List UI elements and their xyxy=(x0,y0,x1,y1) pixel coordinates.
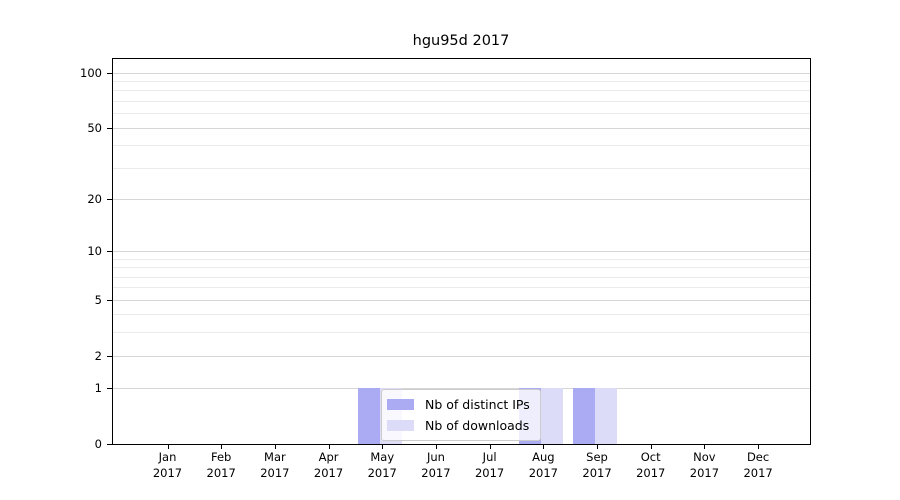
x-axis-tick xyxy=(435,444,437,449)
x-tick-label: Oct 2017 xyxy=(619,449,683,481)
y-tick-label: 20 xyxy=(87,191,102,206)
x-tick-month: Jul xyxy=(482,450,497,464)
x-axis-tick xyxy=(274,444,276,449)
x-tick-month: Nov xyxy=(693,450,716,464)
chart-title: hgu95d 2017 xyxy=(412,33,510,49)
major-gridline xyxy=(113,198,810,200)
minor-gridline xyxy=(113,80,810,82)
major-gridline xyxy=(113,388,810,390)
x-tick-year: 2017 xyxy=(743,466,773,480)
legend: Nb of distinct IPs Nb of downloads xyxy=(381,389,541,441)
legend-swatch xyxy=(387,420,414,431)
x-axis-tick xyxy=(167,444,169,449)
x-axis-tick xyxy=(543,444,545,449)
x-tick-label: May 2017 xyxy=(350,449,414,481)
y-axis-tick xyxy=(107,72,112,74)
x-tick-label: Aug 2017 xyxy=(511,449,575,481)
major-gridline xyxy=(113,127,810,129)
x-tick-month: Dec xyxy=(746,450,770,464)
x-tick-label: Nov 2017 xyxy=(672,449,736,481)
x-tick-label: Jun 2017 xyxy=(404,449,468,481)
x-axis-tick xyxy=(704,444,706,449)
x-tick-year: 2017 xyxy=(582,466,612,480)
bar xyxy=(358,388,381,444)
bar xyxy=(541,388,564,444)
bar xyxy=(595,388,618,444)
y-axis-tick xyxy=(107,198,112,200)
x-axis-tick xyxy=(758,444,760,449)
x-tick-year: 2017 xyxy=(636,466,666,480)
y-axis-tick xyxy=(107,251,112,252)
minor-gridline xyxy=(113,276,810,278)
y-axis-tick xyxy=(107,388,112,390)
minor-gridline xyxy=(113,332,810,334)
major-gridline xyxy=(113,355,810,357)
x-tick-label: Sep 2017 xyxy=(565,449,629,481)
x-axis-tick xyxy=(221,444,223,449)
x-tick-year: 2017 xyxy=(367,466,397,480)
x-tick-month: Jan xyxy=(158,450,177,464)
minor-gridline xyxy=(113,314,810,316)
major-gridline xyxy=(113,251,810,252)
minor-gridline xyxy=(113,267,810,269)
legend-label: Nb of downloads xyxy=(425,418,530,433)
y-axis-tick xyxy=(107,299,112,301)
legend-label: Nb of distinct IPs xyxy=(425,397,530,412)
x-axis-tick xyxy=(328,444,330,449)
minor-gridline xyxy=(113,90,810,92)
x-tick-month: Jun xyxy=(426,450,445,464)
x-tick-month: Sep xyxy=(586,450,608,464)
minor-gridline xyxy=(113,100,810,102)
y-tick-label: 2 xyxy=(94,348,102,363)
y-tick-label: 5 xyxy=(94,292,102,307)
x-axis-tick xyxy=(382,444,384,449)
y-tick-label: 50 xyxy=(87,120,102,135)
x-tick-label: Apr 2017 xyxy=(297,449,361,481)
x-tick-year: 2017 xyxy=(689,466,720,480)
minor-gridline xyxy=(113,113,810,115)
x-tick-month: Mar xyxy=(264,450,286,464)
x-axis-tick xyxy=(489,444,491,449)
y-tick-label: 0 xyxy=(94,437,102,451)
x-tick-month: Oct xyxy=(640,450,661,464)
x-tick-year: 2017 xyxy=(528,466,558,480)
minor-gridline xyxy=(113,287,810,289)
x-tick-label: Mar 2017 xyxy=(243,449,307,481)
x-tick-year: 2017 xyxy=(152,466,183,480)
plot-area xyxy=(113,59,810,444)
x-tick-label: Feb 2017 xyxy=(189,449,253,481)
legend-entry: Nb of distinct IPs xyxy=(387,395,531,414)
x-tick-label: Dec 2017 xyxy=(726,449,790,481)
x-tick-year: 2017 xyxy=(313,466,344,480)
x-tick-label: Jul 2017 xyxy=(458,449,522,481)
y-axis-tick xyxy=(107,127,112,129)
x-tick-month: Apr xyxy=(318,450,339,464)
x-tick-label: Jan 2017 xyxy=(136,449,200,481)
y-tick-label: 100 xyxy=(80,65,102,80)
major-gridline xyxy=(113,299,810,301)
minor-gridline xyxy=(113,167,810,169)
y-tick-label: 1 xyxy=(94,381,102,396)
legend-swatch xyxy=(387,399,414,410)
y-axis-tick xyxy=(107,355,112,357)
minor-gridline xyxy=(113,145,810,147)
x-tick-year: 2017 xyxy=(206,466,236,480)
x-tick-month: Feb xyxy=(211,450,232,464)
x-tick-month: May xyxy=(370,450,395,464)
x-tick-year: 2017 xyxy=(260,466,290,480)
x-axis-tick xyxy=(597,444,599,449)
major-gridline xyxy=(113,72,810,74)
x-tick-month: Aug xyxy=(532,450,555,464)
minor-gridline xyxy=(113,258,810,260)
legend-entry: Nb of downloads xyxy=(387,416,531,435)
y-axis-tick xyxy=(107,444,112,445)
x-tick-year: 2017 xyxy=(474,466,505,480)
x-axis-tick xyxy=(650,444,652,449)
bar xyxy=(573,388,596,444)
y-tick-label: 10 xyxy=(87,244,102,258)
x-tick-year: 2017 xyxy=(421,466,451,480)
